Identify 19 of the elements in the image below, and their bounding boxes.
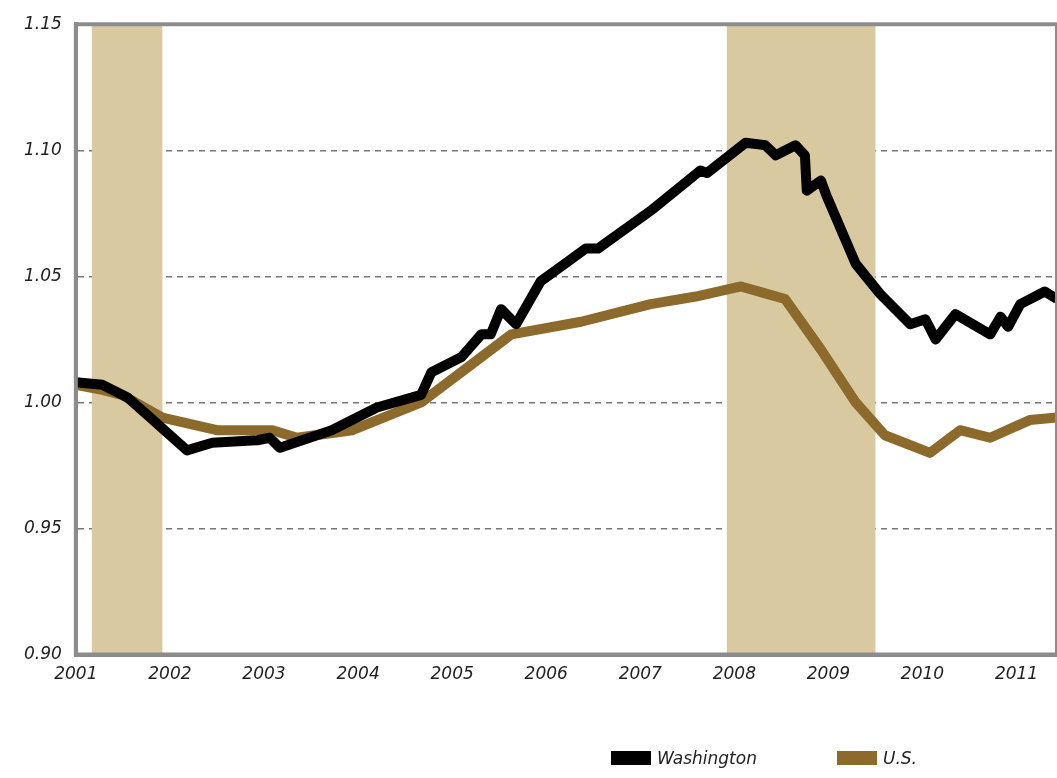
y-tick-label: 0.90 bbox=[23, 643, 62, 664]
y-tick-label: 1.05 bbox=[23, 264, 62, 285]
x-tick-label: 2006 bbox=[524, 663, 569, 684]
x-tick-label: 2007 bbox=[618, 663, 663, 684]
x-tick-label: 2010 bbox=[900, 663, 945, 684]
y-tick-label: 0.95 bbox=[23, 516, 62, 537]
x-tick-label: 2011 bbox=[994, 663, 1039, 684]
x-tick-label: 2005 bbox=[430, 663, 474, 684]
x-tick-label: 2009 bbox=[806, 663, 851, 684]
x-tick-label: 2001 bbox=[54, 663, 98, 684]
y-tick-label: 1.00 bbox=[23, 390, 62, 411]
legend-label: Washington bbox=[656, 748, 757, 768]
y-tick-label: 1.15 bbox=[23, 12, 62, 33]
x-tick-label: 2003 bbox=[242, 663, 286, 684]
x-tick-label: 2004 bbox=[336, 663, 380, 684]
legend-label: U.S. bbox=[882, 748, 917, 768]
x-tick-label: 2008 bbox=[712, 663, 757, 684]
x-tick-label: 2002 bbox=[148, 663, 192, 684]
y-tick-label: 1.10 bbox=[23, 138, 62, 159]
